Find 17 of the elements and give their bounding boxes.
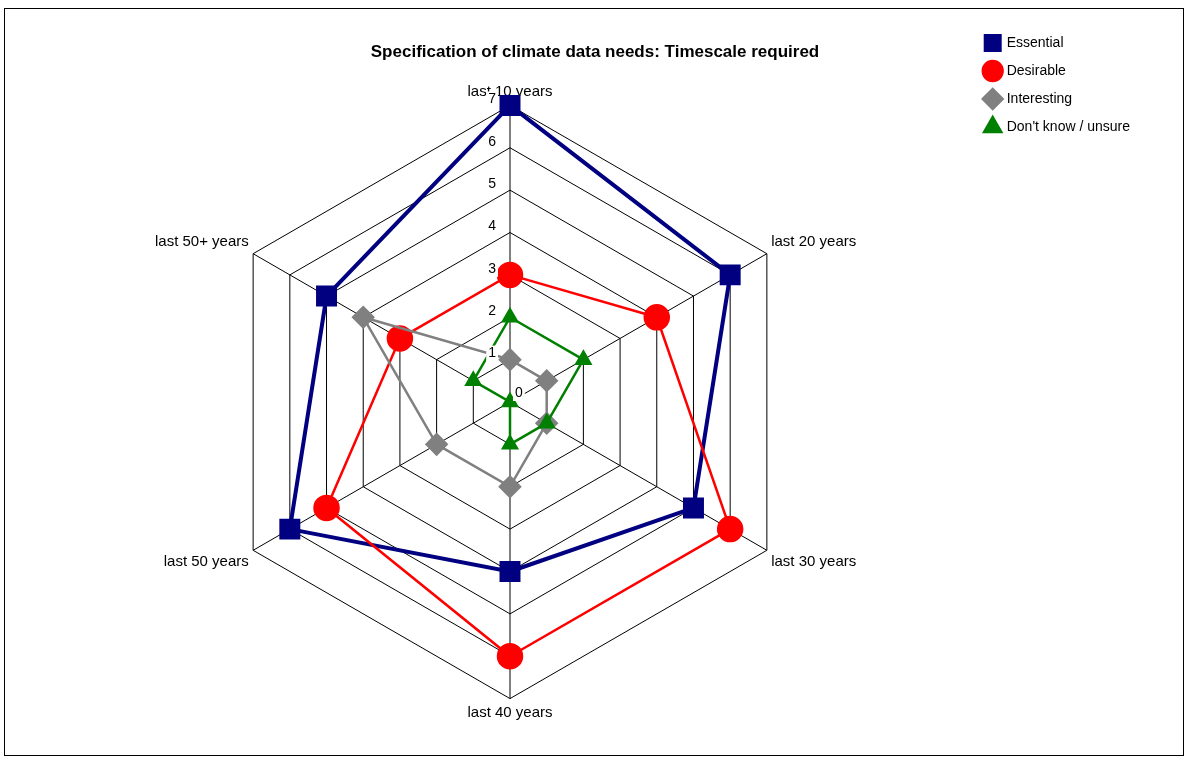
legend-label: Desirable	[1006, 61, 1067, 78]
legend-label: Don't know / unsure	[1006, 117, 1131, 134]
spoke-label: last 50+ years	[154, 232, 249, 250]
spoke-label: last 50 years	[163, 551, 249, 569]
y-tick-label: 1	[488, 344, 497, 361]
legend-label: Interesting	[1006, 89, 1073, 106]
spoke-label: last 40 years	[467, 702, 553, 720]
y-tick-label: 0	[514, 383, 523, 400]
spoke-label: last 30 years	[771, 551, 857, 569]
text: Specification of climate data needs: Timescale required	[370, 41, 820, 61]
y-tick-label: 6	[488, 132, 497, 149]
y-tick-label: 2	[488, 302, 497, 319]
y-tick-label: 4	[488, 217, 497, 234]
y-tick-label: 5	[488, 175, 497, 191]
legend-label: Essential	[1006, 33, 1064, 50]
spoke-label: last 20 years	[771, 232, 857, 250]
y-tick-label: 3	[488, 259, 497, 276]
